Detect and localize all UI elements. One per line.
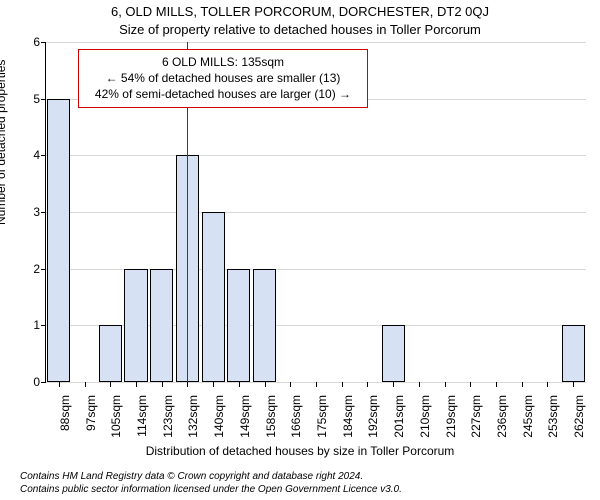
xtick-label: 184sqm	[341, 395, 355, 438]
footer-line1: Contains HM Land Registry data © Crown c…	[20, 470, 402, 483]
xtick-mark	[316, 382, 317, 387]
bar	[202, 212, 225, 382]
xtick-mark	[496, 382, 497, 387]
gridline	[46, 42, 586, 43]
ytick-label: 1	[33, 318, 40, 332]
ytick-label: 5	[33, 92, 40, 106]
xtick-mark	[419, 382, 420, 387]
gridline	[46, 212, 586, 213]
xtick-mark	[445, 382, 446, 387]
xtick-mark	[367, 382, 368, 387]
xtick-label: 166sqm	[289, 395, 303, 438]
ytick-mark	[41, 212, 46, 213]
xtick-mark	[522, 382, 523, 387]
xtick-mark	[342, 382, 343, 387]
xtick-mark	[187, 382, 188, 387]
bar	[150, 269, 173, 382]
ytick-mark	[41, 155, 46, 156]
y-axis-label: Number of detached properties	[0, 60, 8, 225]
xtick-label: 201sqm	[392, 395, 406, 438]
xtick-label: 219sqm	[444, 395, 458, 438]
xtick-mark	[290, 382, 291, 387]
xtick-label: 132sqm	[186, 395, 200, 438]
xtick-mark	[213, 382, 214, 387]
bar	[99, 325, 122, 382]
xtick-label: 158sqm	[264, 395, 278, 438]
bar	[562, 325, 585, 382]
bar	[382, 325, 405, 382]
xtick-label: 175sqm	[315, 395, 329, 438]
xtick-mark	[110, 382, 111, 387]
xtick-mark	[59, 382, 60, 387]
footer-attribution: Contains HM Land Registry data © Crown c…	[20, 470, 402, 496]
xtick-mark	[573, 382, 574, 387]
info-box-line2: ← 54% of detached houses are smaller (13…	[87, 70, 359, 86]
xtick-label: 227sqm	[469, 395, 483, 438]
bar	[124, 269, 147, 382]
ytick-mark	[41, 269, 46, 270]
xtick-mark	[470, 382, 471, 387]
xtick-label: 192sqm	[366, 395, 380, 438]
ytick-label: 3	[33, 205, 40, 219]
xtick-label: 245sqm	[521, 395, 535, 438]
xtick-label: 253sqm	[546, 395, 560, 438]
ytick-mark	[41, 99, 46, 100]
xtick-label: 262sqm	[572, 395, 586, 438]
xtick-label: 97sqm	[84, 395, 98, 431]
chart-title-sub: Size of property relative to detached ho…	[0, 22, 600, 37]
xtick-label: 105sqm	[109, 395, 123, 438]
ytick-label: 0	[33, 375, 40, 389]
xtick-label: 88sqm	[58, 395, 72, 431]
xtick-mark	[265, 382, 266, 387]
x-axis-label: Distribution of detached houses by size …	[0, 444, 600, 458]
bar	[227, 269, 250, 382]
footer-line2: Contains public sector information licen…	[20, 483, 402, 496]
ytick-mark	[41, 42, 46, 43]
xtick-label: 210sqm	[418, 395, 432, 438]
info-box-line1: 6 OLD MILLS: 135sqm	[87, 54, 359, 70]
xtick-mark	[239, 382, 240, 387]
ytick-label: 6	[33, 35, 40, 49]
xtick-mark	[547, 382, 548, 387]
xtick-mark	[393, 382, 394, 387]
bar	[47, 99, 70, 382]
ytick-mark	[41, 325, 46, 326]
chart-title-main: 6, OLD MILLS, TOLLER PORCORUM, DORCHESTE…	[0, 4, 600, 19]
xtick-label: 123sqm	[161, 395, 175, 438]
xtick-label: 236sqm	[495, 395, 509, 438]
xtick-label: 149sqm	[238, 395, 252, 438]
ytick-mark	[41, 382, 46, 383]
info-box: 6 OLD MILLS: 135sqm ← 54% of detached ho…	[78, 49, 368, 108]
info-box-line3: 42% of semi-detached houses are larger (…	[87, 86, 359, 102]
bar	[253, 269, 276, 382]
xtick-mark	[136, 382, 137, 387]
xtick-label: 114sqm	[135, 395, 149, 437]
xtick-mark	[85, 382, 86, 387]
xtick-mark	[162, 382, 163, 387]
gridline	[46, 155, 586, 156]
ytick-label: 2	[33, 262, 40, 276]
xtick-label: 140sqm	[212, 395, 226, 438]
ytick-label: 4	[33, 148, 40, 162]
